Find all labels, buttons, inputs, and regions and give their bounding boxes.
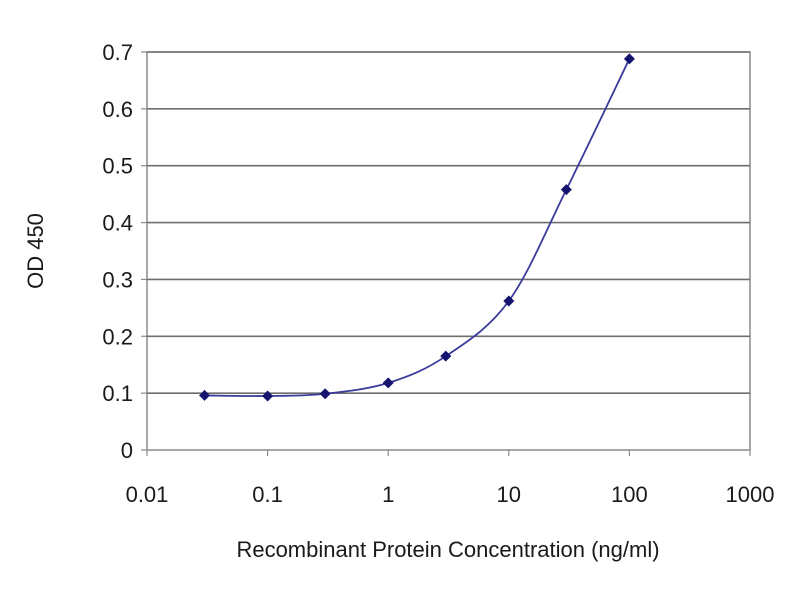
data-point-3 (382, 377, 394, 389)
data-point-1 (262, 390, 274, 402)
data-point-5 (503, 295, 515, 307)
y-axis-title: OD 450 (23, 213, 48, 289)
y-tick-label-6: 0.6 (102, 97, 133, 122)
x-tick-label-4: 100 (611, 482, 648, 507)
data-point-4 (440, 350, 452, 362)
y-axis: 0 0.1 0.2 0.3 0.4 0.5 0.6 0.7 (102, 40, 147, 463)
data-point-6 (560, 184, 572, 196)
x-axis: 0.01 0.1 1 10 100 1000 (126, 450, 775, 507)
plot-area (146, 51, 751, 451)
y-tick-label-4: 0.4 (102, 211, 133, 236)
x-tick-label-3: 10 (497, 482, 521, 507)
y-tick-label-3: 0.3 (102, 267, 133, 292)
y-tick-label-5: 0.5 (102, 154, 133, 179)
data-point-0 (199, 389, 211, 401)
data-point-2 (319, 388, 331, 400)
x-tick-label-2: 1 (382, 482, 394, 507)
y-tick-label-2: 0.2 (102, 324, 133, 349)
x-axis-title: Recombinant Protein Concentration (ng/ml… (236, 537, 659, 562)
data-point-7 (623, 53, 635, 65)
y-tick-label-7: 0.7 (102, 40, 133, 65)
gridlines (147, 51, 750, 394)
x-tick-label-1: 0.1 (252, 482, 283, 507)
y-tick-label-0: 0 (121, 438, 133, 463)
x-tick-label-0: 0.01 (126, 482, 169, 507)
y-tick-label-1: 0.1 (102, 381, 133, 406)
data-points (199, 53, 635, 402)
x-tick-label-5: 1000 (726, 482, 775, 507)
